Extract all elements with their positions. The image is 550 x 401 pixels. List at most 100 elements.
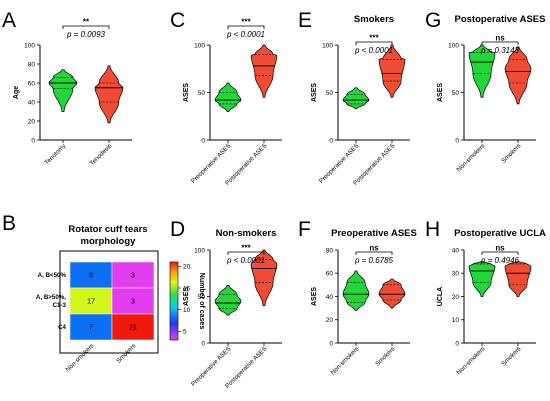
heatmap-cell-value-1-0: 17	[87, 299, 95, 306]
significance-bracket-g	[481, 41, 519, 45]
violin-c-0	[214, 82, 242, 112]
p-value-d: p < 0.0001	[226, 256, 265, 265]
violin-h-1	[504, 261, 532, 297]
y-tick-label-h-4: 40	[452, 247, 460, 254]
panel-letter-h: H	[425, 218, 440, 241]
colorbar-tick-label-3: 20	[183, 264, 191, 271]
panel-title-e: Smokers	[354, 14, 394, 25]
y-axis-label-c: ASES	[183, 83, 190, 102]
y-tick-label-g-0: 0	[455, 137, 459, 144]
heatmap-cell-value-2-1: 21	[129, 325, 137, 332]
violin-h-0	[468, 261, 496, 297]
violin-f-1	[378, 278, 406, 309]
violin-d-1	[250, 249, 278, 307]
heatmap-cell-value-1-1: 3	[131, 299, 135, 306]
y-tick-label-a-3: 60	[28, 80, 36, 87]
p-value-f: p = 0.6785	[354, 256, 394, 265]
y-axis-label-g: ASES	[437, 83, 444, 102]
panel-letter-g: G	[425, 9, 441, 32]
x-tick-label-a-1: Tenodesis	[89, 142, 114, 167]
violin-c-1	[250, 44, 278, 98]
y-tick-label-f-0: 0	[329, 340, 333, 347]
y-tick-label-h-0: 0	[455, 340, 459, 347]
x-tick-label-g-0: Non-smokers	[455, 142, 486, 173]
x-tick-label-f-0: Non-smokers	[329, 345, 360, 376]
heatmap-cell-value-0-1: 3	[131, 273, 135, 280]
panel-letter-f: F	[298, 218, 311, 241]
panel-title-d: Non-smokers	[216, 228, 277, 239]
panel-letter-c: C	[170, 9, 185, 32]
y-tick-label-e-1: 50	[326, 90, 334, 97]
colorbar-tick-label-1: 10	[183, 307, 191, 314]
y-tick-label-a-1: 20	[28, 118, 36, 125]
p-value-e: p < 0.0001	[354, 46, 393, 55]
y-tick-label-d-1: 50	[198, 294, 206, 301]
heatmap-row-label-1-1: C1-3	[53, 302, 67, 309]
y-tick-label-h-3: 30	[452, 271, 460, 278]
violin-f-0	[342, 270, 370, 311]
significance-marker-d: ***	[241, 244, 251, 253]
panel-letter-b: B	[2, 212, 16, 235]
heatmap-cell-0-1	[111, 261, 155, 289]
y-tick-label-f-2: 40	[326, 294, 334, 301]
violin-a-0	[48, 69, 78, 112]
heatmap-cell-0-0	[69, 261, 113, 289]
heatmap-row-label-0-0: A, B<50%	[38, 272, 67, 279]
significance-marker-e: ***	[369, 34, 379, 43]
colorbar	[169, 261, 179, 341]
heatmap-row-label-1-0: A, B>50%,	[36, 294, 66, 301]
y-tick-label-e-2: 100	[322, 42, 333, 49]
panel-title-f: Preoperative ASES	[331, 228, 417, 239]
y-axis-label-d: ASES	[183, 287, 190, 306]
heatmap-frame	[59, 250, 159, 354]
panel-title-g: Postoperative ASES	[455, 14, 546, 25]
heatmap-cell-1-1	[111, 287, 155, 315]
y-tick-label-a-5: 100	[24, 42, 35, 49]
significance-marker-h: ns	[495, 244, 505, 253]
y-tick-label-f-4: 80	[326, 247, 334, 254]
heatmap-cell-2-0	[69, 313, 113, 341]
significance-marker-a: **	[83, 18, 90, 27]
violin-d-0	[214, 284, 242, 316]
panel-letter-a: A	[2, 9, 16, 32]
violin-a-1	[94, 65, 124, 124]
y-tick-label-c-1: 50	[198, 90, 206, 97]
significance-marker-c: ***	[241, 18, 251, 27]
y-tick-label-h-1: 10	[452, 317, 460, 324]
x-tick-label-g-1: Smokers	[500, 142, 522, 164]
heatmap-cell-1-0	[69, 287, 113, 315]
colorbar-tick-label-2: 15	[183, 285, 191, 292]
y-tick-label-f-3: 60	[326, 271, 334, 278]
significance-marker-g: ns	[495, 34, 505, 43]
y-tick-label-d-2: 100	[194, 247, 205, 254]
significance-bracket-d	[227, 251, 265, 255]
x-tick-label-a-0: Tenotomy	[43, 142, 68, 167]
heatmap-subtitle: morphology	[81, 236, 137, 247]
y-tick-label-c-2: 100	[194, 42, 205, 49]
colorbar-tick-label-0: 5	[183, 329, 187, 336]
panel-letter-e: E	[298, 9, 312, 32]
heatmap-row-label-2-0: C4	[58, 324, 66, 331]
heatmap-col-label-1: Smokers	[115, 342, 137, 364]
heatmap-title: Rotator cuff tears	[68, 224, 147, 235]
heatmap-cell-2-1	[111, 313, 155, 341]
x-tick-label-f-1: Smokers	[374, 345, 396, 367]
p-value-a: p = 0.0093	[66, 30, 106, 39]
heatmap-col-label-0: Non-smokers	[64, 342, 95, 373]
x-tick-label-h-1: Smokers	[500, 345, 522, 367]
p-value-c: p < 0.0001	[226, 30, 265, 39]
y-tick-label-h-2: 20	[452, 294, 460, 301]
violin-g-1	[504, 46, 532, 105]
significance-bracket-f	[355, 251, 393, 255]
significance-bracket-c	[227, 25, 265, 29]
significance-bracket-e	[355, 41, 393, 45]
y-axis-label-e: ASES	[311, 83, 318, 102]
y-tick-label-e-0: 0	[329, 137, 333, 144]
violin-e-0	[342, 87, 370, 109]
panel-title-h: Postoperative UCLA	[454, 228, 546, 239]
significance-bracket-h	[481, 251, 519, 255]
y-axis-label-h: UCLA	[437, 287, 444, 306]
y-tick-label-d-0: 0	[201, 340, 205, 347]
y-tick-label-g-2: 100	[448, 42, 459, 49]
